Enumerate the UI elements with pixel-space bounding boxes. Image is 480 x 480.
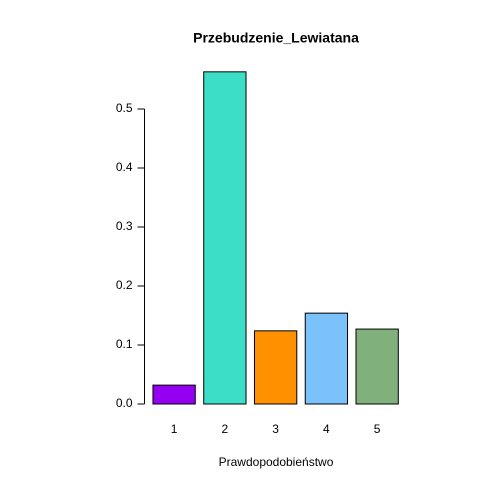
y-tick-label: 0.5 [116,101,133,115]
y-tick-label: 0.0 [116,396,133,410]
x-tick-label: 3 [272,422,279,436]
y-tick-label: 0.2 [116,278,133,292]
bar [304,312,349,405]
x-tick-label: 4 [323,422,330,436]
y-tick-label: 0.4 [116,160,133,174]
x-tick-label: 5 [374,422,381,436]
x-tick-label: 2 [222,422,229,436]
bar [355,328,399,405]
chart-title: Przebudzenie_Lewiatana [193,30,359,46]
x-axis-label: Prawdopodobieństwo [219,455,334,469]
bar [152,384,196,405]
y-tick-label: 0.3 [116,219,133,233]
bar [253,330,298,405]
bar [203,71,247,405]
x-tick-label: 1 [171,422,178,436]
y-tick-label: 0.1 [116,337,133,351]
